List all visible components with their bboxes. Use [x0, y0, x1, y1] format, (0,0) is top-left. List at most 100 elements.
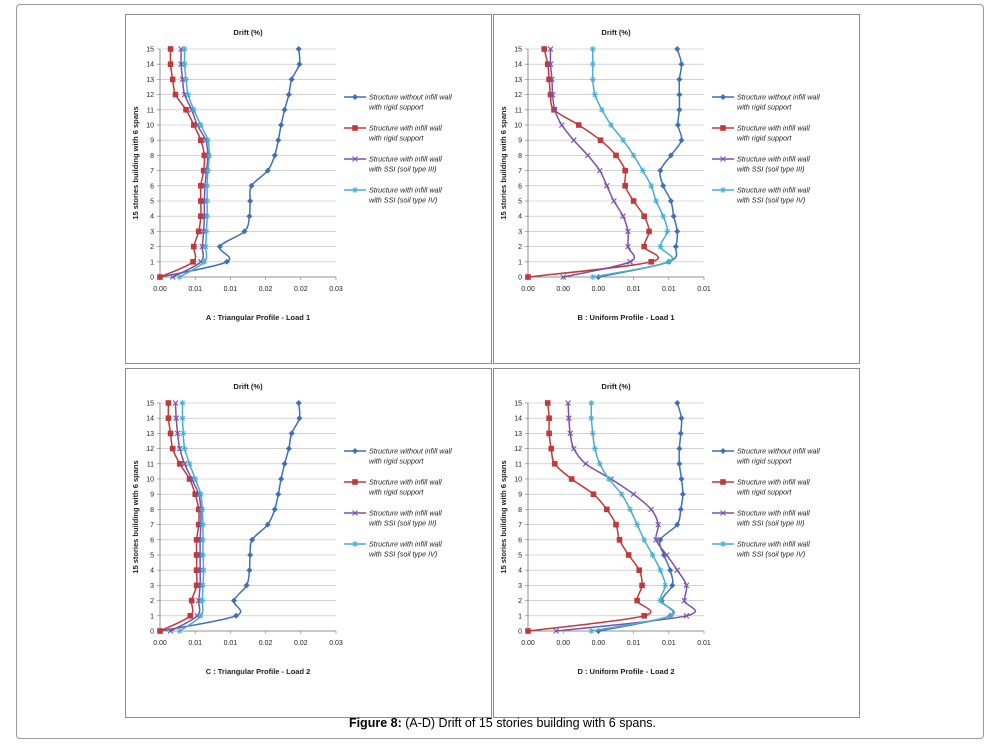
data-point [180, 430, 187, 437]
y-tick-label: 6 [150, 183, 154, 190]
data-point [630, 491, 637, 498]
legend-label: Structure with infill wall [737, 509, 810, 518]
data-point [204, 182, 211, 189]
y-tick-label: 2 [150, 598, 154, 605]
series-4 [588, 400, 675, 634]
y-tick-label: 8 [150, 153, 154, 160]
figure-caption: Figure 8: (A-D) Drift of 15 stories buil… [0, 716, 1005, 730]
data-point [664, 228, 671, 235]
legend-marker [352, 448, 358, 454]
y-tick-label: 0 [150, 629, 154, 636]
series-1 [595, 46, 685, 280]
y-axis-label: 15 stories building with 6 spans [499, 106, 508, 219]
chart-title: Drift (%) [233, 382, 263, 391]
y-tick-label: 4 [150, 214, 154, 221]
data-point [660, 182, 667, 189]
y-tick-label: 8 [518, 507, 522, 514]
legend-label-cont: with rigid support [737, 103, 792, 112]
data-point [275, 491, 282, 498]
data-point [648, 259, 654, 265]
data-point [197, 122, 204, 128]
data-point [672, 243, 679, 250]
data-point [246, 567, 253, 574]
data-point [649, 552, 656, 558]
data-point [186, 460, 193, 467]
data-point [174, 430, 181, 437]
series-line [590, 402, 675, 632]
data-point [544, 61, 551, 67]
data-point [157, 274, 163, 280]
data-point [625, 228, 631, 235]
legend-label-cont: with rigid support [369, 103, 424, 112]
series-4 [176, 400, 207, 634]
data-point [669, 582, 676, 589]
chart-panel-a: 0 1 2 3 4 5 6 7 8 9 10 11 12 13 14 15 0.00 0.01 0.01 0.02 0.… [125, 14, 492, 364]
legend-marker [720, 94, 726, 100]
data-point [657, 567, 664, 574]
data-point [176, 461, 183, 467]
data-point [204, 137, 211, 144]
data-point [553, 628, 560, 634]
data-point [604, 506, 610, 513]
data-point [582, 460, 589, 467]
series-4 [176, 46, 213, 280]
data-point [167, 430, 174, 437]
data-point [278, 122, 285, 128]
data-point [560, 274, 567, 280]
legend-label: Structure without infill wall [369, 447, 452, 456]
y-tick-label: 7 [518, 522, 522, 529]
legend-label: Structure with infill wall [369, 155, 442, 164]
data-point [667, 567, 674, 574]
series-2 [525, 400, 652, 634]
data-point [192, 476, 199, 482]
legend-label-cont: with SSI (soil type III) [737, 519, 805, 528]
data-point [657, 536, 664, 543]
chart-subtitle: D : Uniform Profile - Load 2 [577, 667, 674, 676]
data-point [683, 582, 690, 589]
data-point [598, 106, 605, 113]
data-point [202, 243, 209, 250]
data-point [655, 521, 662, 528]
legend-label: Structure with infill wall [369, 186, 442, 195]
y-tick-label: 9 [150, 138, 154, 145]
data-point [608, 122, 615, 128]
y-tick-label: 15 [146, 401, 154, 408]
legend-marker [720, 541, 726, 547]
data-point [172, 400, 179, 406]
data-point [565, 415, 572, 422]
data-point [627, 258, 633, 265]
y-tick-label: 8 [518, 153, 522, 160]
series-line [159, 402, 200, 632]
data-point [264, 521, 271, 528]
data-point [200, 167, 207, 174]
data-point [677, 430, 684, 437]
series-4 [589, 46, 674, 280]
data-point [198, 198, 204, 204]
y-tick-label: 11 [515, 107, 522, 114]
data-point [157, 628, 163, 634]
y-tick-label: 10 [146, 123, 154, 130]
legend-label: Structure with infill wall [737, 478, 810, 487]
series-line [527, 402, 652, 632]
data-point [622, 183, 628, 189]
data-point [639, 167, 646, 174]
y-tick-label: 3 [518, 229, 522, 236]
y-axis-label: 15 stories building with 6 spans [131, 106, 140, 219]
legend-label-cont: with rigid support [737, 134, 792, 143]
x-tick-label: 0.00 [556, 640, 570, 647]
data-point [190, 259, 196, 265]
legend-label-cont: with SSI (soil type IV) [369, 550, 437, 559]
legend-marker [352, 510, 358, 516]
data-point [676, 460, 683, 467]
data-point [639, 582, 645, 589]
data-point [181, 46, 188, 52]
y-tick-label: 4 [150, 568, 154, 575]
data-point [546, 415, 552, 421]
y-tick-label: 0 [150, 275, 154, 282]
data-point [670, 213, 677, 220]
